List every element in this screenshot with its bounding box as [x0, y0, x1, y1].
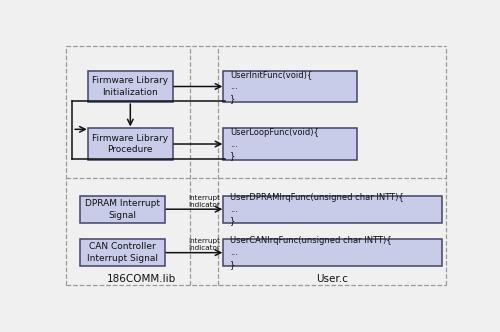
FancyBboxPatch shape — [88, 70, 173, 103]
Text: Interrupt
Indicator: Interrupt Indicator — [188, 238, 220, 251]
Text: User.c: User.c — [316, 274, 348, 284]
FancyBboxPatch shape — [80, 239, 165, 266]
Text: UserDPRAMIrqFunc(unsigned char INTT){
...
}: UserDPRAMIrqFunc(unsigned char INTT){ ..… — [230, 193, 404, 225]
Text: Interrupt
Indicator: Interrupt Indicator — [188, 195, 220, 208]
Text: 186COMM.lib: 186COMM.lib — [108, 274, 176, 284]
Text: UserCANIrqFunc(unsigned char INTT){
...
}: UserCANIrqFunc(unsigned char INTT){ ... … — [230, 236, 392, 269]
Text: UserLoopFunc(void){
...
}: UserLoopFunc(void){ ... } — [230, 128, 319, 160]
FancyBboxPatch shape — [224, 70, 357, 103]
FancyBboxPatch shape — [224, 196, 442, 223]
FancyBboxPatch shape — [88, 128, 173, 160]
Text: DPRAM Interrupt
Signal: DPRAM Interrupt Signal — [85, 199, 160, 219]
Text: UserInitFunc(void){
...
}: UserInitFunc(void){ ... } — [230, 70, 312, 103]
FancyBboxPatch shape — [224, 239, 442, 266]
FancyBboxPatch shape — [80, 196, 165, 223]
FancyBboxPatch shape — [224, 128, 357, 160]
Text: Firmware Library
Procedure: Firmware Library Procedure — [92, 133, 168, 154]
Text: CAN Controller
Interrupt Signal: CAN Controller Interrupt Signal — [87, 242, 158, 263]
Text: Firmware Library
Initialization: Firmware Library Initialization — [92, 76, 168, 97]
